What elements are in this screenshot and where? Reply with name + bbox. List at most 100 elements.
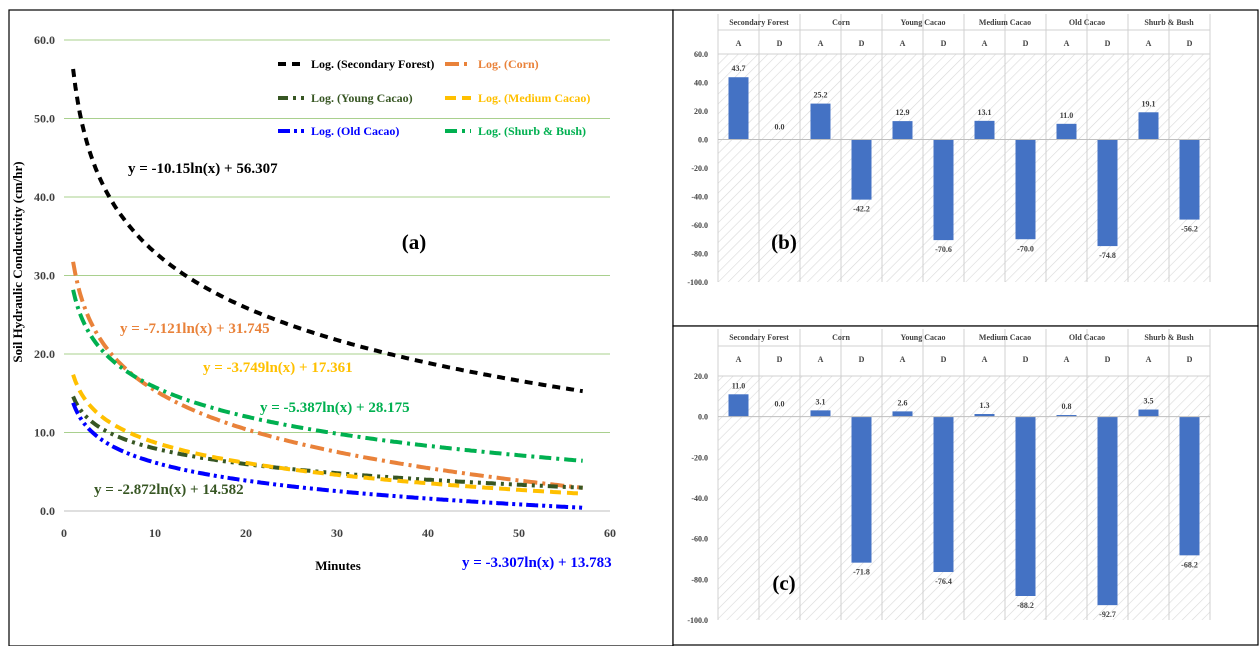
chart-a-equation: y = -7.121ln(x) + 31.745 xyxy=(120,321,270,337)
chart-a-ytick-label: 50.0 xyxy=(34,112,55,126)
chart-a-equation: y = -10.15ln(x) + 56.307 xyxy=(128,161,278,177)
chart-c-value-label: 3.1 xyxy=(816,397,826,406)
chart-b-category-label: D xyxy=(777,39,783,48)
chart-b-ytick-label: -80.0 xyxy=(691,250,708,259)
chart-c-value-label: 0.8 xyxy=(1062,402,1072,411)
chart-c-ytick-label: -40.0 xyxy=(691,494,708,503)
chart-b-ytick-label: -60.0 xyxy=(691,221,708,230)
chart-c-value-label: 1.3 xyxy=(980,401,990,410)
chart-c-value-label: 3.5 xyxy=(1144,397,1154,406)
chart-b-value-label: 12.9 xyxy=(896,108,910,117)
chart-c-bar xyxy=(1015,416,1036,597)
chart-a-legend: Log. (Secondary Forest) Log. (Corn) Log. (… xyxy=(278,57,590,138)
chart-c-category-label: A xyxy=(900,355,906,364)
chart-b-bar xyxy=(1015,139,1036,240)
chart-b-bar xyxy=(933,139,954,241)
chart-a-series-line xyxy=(71,68,583,394)
chart-c-category-label: D xyxy=(1187,355,1193,364)
chart-b-category-label: D xyxy=(941,39,947,48)
chart-b-category-label: A xyxy=(736,39,742,48)
chart-a-xtick-label: 30 xyxy=(331,526,343,540)
chart-b-category-label: D xyxy=(1105,39,1111,48)
chart-a-ytick-label: 60.0 xyxy=(34,33,55,47)
chart-b-ytick-label: 60.0 xyxy=(694,50,708,59)
chart-a-gridlines xyxy=(64,39,610,433)
chart-c-group-label: Secondary Forest xyxy=(729,333,789,342)
chart-b-value-label: -70.0 xyxy=(1017,244,1034,253)
panel-c-tag: (c) xyxy=(772,571,795,595)
chart-c-ytick-label: -60.0 xyxy=(691,535,708,544)
chart-a-legend-label: Log. (Corn) xyxy=(478,57,539,71)
panel-a-tag: (a) xyxy=(402,230,427,254)
chart-b-category-label: A xyxy=(1146,39,1152,48)
chart-c-value-label: 2.6 xyxy=(898,398,908,407)
chart-b-bar xyxy=(892,121,913,140)
chart-a-legend-label: Log. (Young Cacao) xyxy=(311,91,413,105)
chart-a-ytick-label: 0.0 xyxy=(40,504,55,518)
chart-b-group-label: Medium Cacao xyxy=(979,18,1031,27)
chart-b-ytick-label: -100.0 xyxy=(687,278,708,287)
panel-b-tag: (b) xyxy=(771,230,797,254)
chart-c-value-label: 11.0 xyxy=(732,381,746,390)
chart-c-category-label: A xyxy=(818,355,824,364)
chart-c-value-label: 0.0 xyxy=(775,400,785,409)
chart-b-bar xyxy=(974,120,995,140)
chart-c-bar xyxy=(933,416,954,573)
chart-c-category-label: D xyxy=(941,355,947,364)
chart-b-group-label: Corn xyxy=(832,18,850,27)
chart-c-value-label: -76.4 xyxy=(935,577,952,586)
chart-b-ytick-label: -40.0 xyxy=(691,193,708,202)
chart-a-xtick-label: 10 xyxy=(149,526,161,540)
chart-a-equation: y = -3.307ln(x) + 13.783 xyxy=(462,555,612,571)
chart-a-legend-label: Log. (Shurb & Bush) xyxy=(478,124,586,138)
chart-c-category-label: D xyxy=(777,355,783,364)
chart-b-category-label: A xyxy=(900,39,906,48)
chart-b-value-label: 43.7 xyxy=(732,64,746,73)
chart-a-xtick-label: 0 xyxy=(61,526,67,540)
chart-a-equations: y = -10.15ln(x) + 56.307 y = -7.121ln(x) … xyxy=(94,161,612,571)
chart-b-group-label: Old Cacao xyxy=(1069,18,1105,27)
chart-b-value-label: 25.2 xyxy=(814,91,828,100)
chart-b-bar xyxy=(1138,112,1159,140)
chart-a-series xyxy=(71,68,583,510)
chart-b-value-label: -56.2 xyxy=(1181,225,1198,234)
chart-b-ytick-label: 0.0 xyxy=(698,136,708,145)
chart-c-group-label: Corn xyxy=(832,333,850,342)
chart-c-category-label: A xyxy=(736,355,742,364)
chart-b-category-label: A xyxy=(1064,39,1070,48)
chart-c-value-label: -71.8 xyxy=(853,568,870,577)
chart-a-series-line xyxy=(71,402,583,510)
chart-b-value-label: -42.2 xyxy=(853,205,870,214)
chart-c-value-label: -92.7 xyxy=(1099,610,1116,619)
chart-c-ytick-label: -20.0 xyxy=(691,453,708,462)
chart-b-value-label: 13.1 xyxy=(978,108,992,117)
chart-b-group-label: Shurb & Bush xyxy=(1144,18,1194,27)
chart-a-axes: 0.0 10.0 20.0 30.0 40.0 50.0 60.0 0 10 20 30 40 50 60 xyxy=(34,33,616,540)
chart-a-equation: y = -2.872ln(x) + 14.582 xyxy=(94,482,244,498)
chart-c-category-label: A xyxy=(1064,355,1070,364)
chart-b-bar xyxy=(1056,123,1077,140)
chart-a-series-line xyxy=(71,261,583,490)
chart-c-group-label: Medium Cacao xyxy=(979,333,1031,342)
chart-c-ytick-label: -100.0 xyxy=(687,616,708,625)
chart-b-ytick-label: 40.0 xyxy=(694,79,708,88)
chart-b-bar xyxy=(1179,139,1200,220)
chart-c-ytick-label: 20.0 xyxy=(694,372,708,381)
chart-a-equation: y = -3.749ln(x) + 17.361 xyxy=(203,360,353,376)
chart-a-xtick-label: 40 xyxy=(422,526,434,540)
chart-b-bar xyxy=(851,139,872,200)
chart-b-value-label: 19.1 xyxy=(1142,99,1156,108)
chart-b-category-label: D xyxy=(1187,39,1193,48)
chart-a-legend-label: Log. (Medium Cacao) xyxy=(478,91,590,105)
chart-b-category-label: D xyxy=(1023,39,1029,48)
chart-c-bar xyxy=(892,411,913,417)
chart-c-value-label: -88.2 xyxy=(1017,601,1034,610)
chart-b-value-label: -74.8 xyxy=(1099,251,1116,260)
chart-c-group-label: Young Cacao xyxy=(900,333,945,342)
chart-c-bar xyxy=(810,410,831,417)
chart-a-ylabel: Soil Hydraulic Conductivity (cm/hr) xyxy=(10,161,25,362)
chart-a-ytick-label: 10.0 xyxy=(34,426,55,440)
chart-c-value-label: -68.2 xyxy=(1181,560,1198,569)
chart-c-ytick-label: 0.0 xyxy=(698,413,708,422)
chart-b: Secondary Forest Corn Young Cacao Medium Ca… xyxy=(687,14,1211,287)
